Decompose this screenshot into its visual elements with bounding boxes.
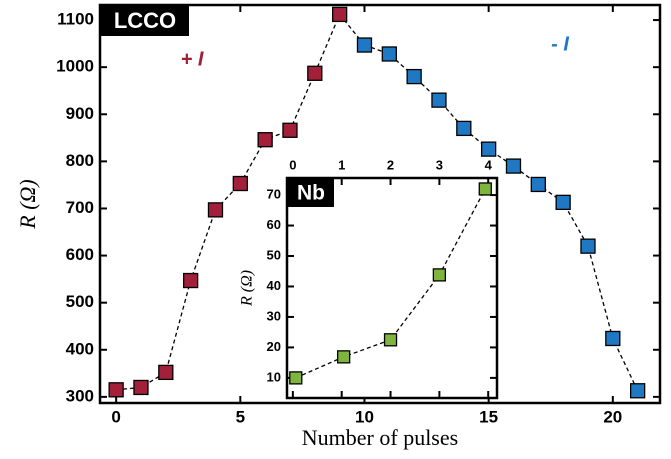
y-tick-label: 60 — [267, 217, 281, 232]
annotation: - I — [551, 33, 569, 55]
x-tick-label: 1 — [338, 157, 345, 172]
marker — [158, 364, 174, 381]
y-axis-label: R (Ω) — [239, 270, 256, 307]
x-tick-label: 0 — [111, 407, 120, 426]
y-tick-label: 800 — [66, 151, 94, 170]
marker — [356, 37, 373, 53]
x-tick-label: 10 — [355, 407, 374, 426]
y-tick-label: 300 — [66, 386, 94, 405]
label: LCCO — [114, 8, 176, 33]
y-tick-label: 40 — [267, 278, 281, 293]
y-tick-label: 500 — [66, 292, 94, 311]
marker — [257, 132, 273, 148]
plot-area — [285, 176, 499, 400]
y-tick-label: 600 — [66, 245, 94, 264]
marker — [530, 176, 546, 193]
marker — [432, 268, 447, 282]
y-tick-label: 20 — [267, 339, 281, 354]
x-tick-label: 4 — [485, 157, 493, 172]
y-tick-label: 400 — [66, 339, 94, 358]
series-line — [364, 44, 639, 392]
marker — [307, 65, 323, 81]
marker — [629, 383, 646, 399]
marker — [337, 350, 351, 364]
x-tick-label: 3 — [436, 157, 443, 172]
marker — [282, 122, 298, 138]
y-tick-label: 700 — [66, 198, 94, 217]
marker — [480, 141, 497, 157]
x-tick-label: 0 — [289, 157, 296, 172]
label-bg — [288, 179, 334, 207]
marker — [456, 120, 472, 137]
x-tick-label: 15 — [479, 407, 498, 426]
marker — [133, 379, 149, 396]
y-tick-label: 900 — [66, 104, 94, 123]
y-tick-label: 30 — [267, 308, 281, 323]
y-tick-label: 10 — [267, 369, 281, 384]
y-tick-label: 1100 — [57, 10, 94, 29]
marker — [383, 333, 398, 347]
y-tick-label: 50 — [267, 247, 281, 262]
x-tick-label: 2 — [387, 157, 394, 172]
annotation: + I — [181, 48, 204, 70]
x-tick-label: 5 — [236, 407, 245, 426]
y-tick-label: 70 — [267, 187, 281, 202]
label-bg — [101, 6, 189, 36]
label: Nb — [297, 182, 325, 205]
marker — [431, 92, 447, 108]
marker — [478, 182, 492, 196]
marker — [505, 158, 522, 174]
marker — [289, 371, 303, 385]
marker — [381, 46, 397, 62]
x-tick-label: 20 — [603, 407, 622, 426]
y-tick-label: 1000 — [56, 57, 94, 76]
marker — [232, 175, 248, 192]
marker — [182, 272, 199, 289]
y-axis-label: R (Ω) — [15, 179, 40, 230]
marker — [605, 330, 621, 347]
marker — [406, 68, 422, 85]
marker — [555, 194, 571, 211]
x-axis-label: Number of pulses — [302, 425, 458, 450]
marker — [207, 202, 224, 218]
marker — [580, 238, 596, 254]
marker — [108, 382, 124, 398]
marker — [331, 6, 348, 23]
